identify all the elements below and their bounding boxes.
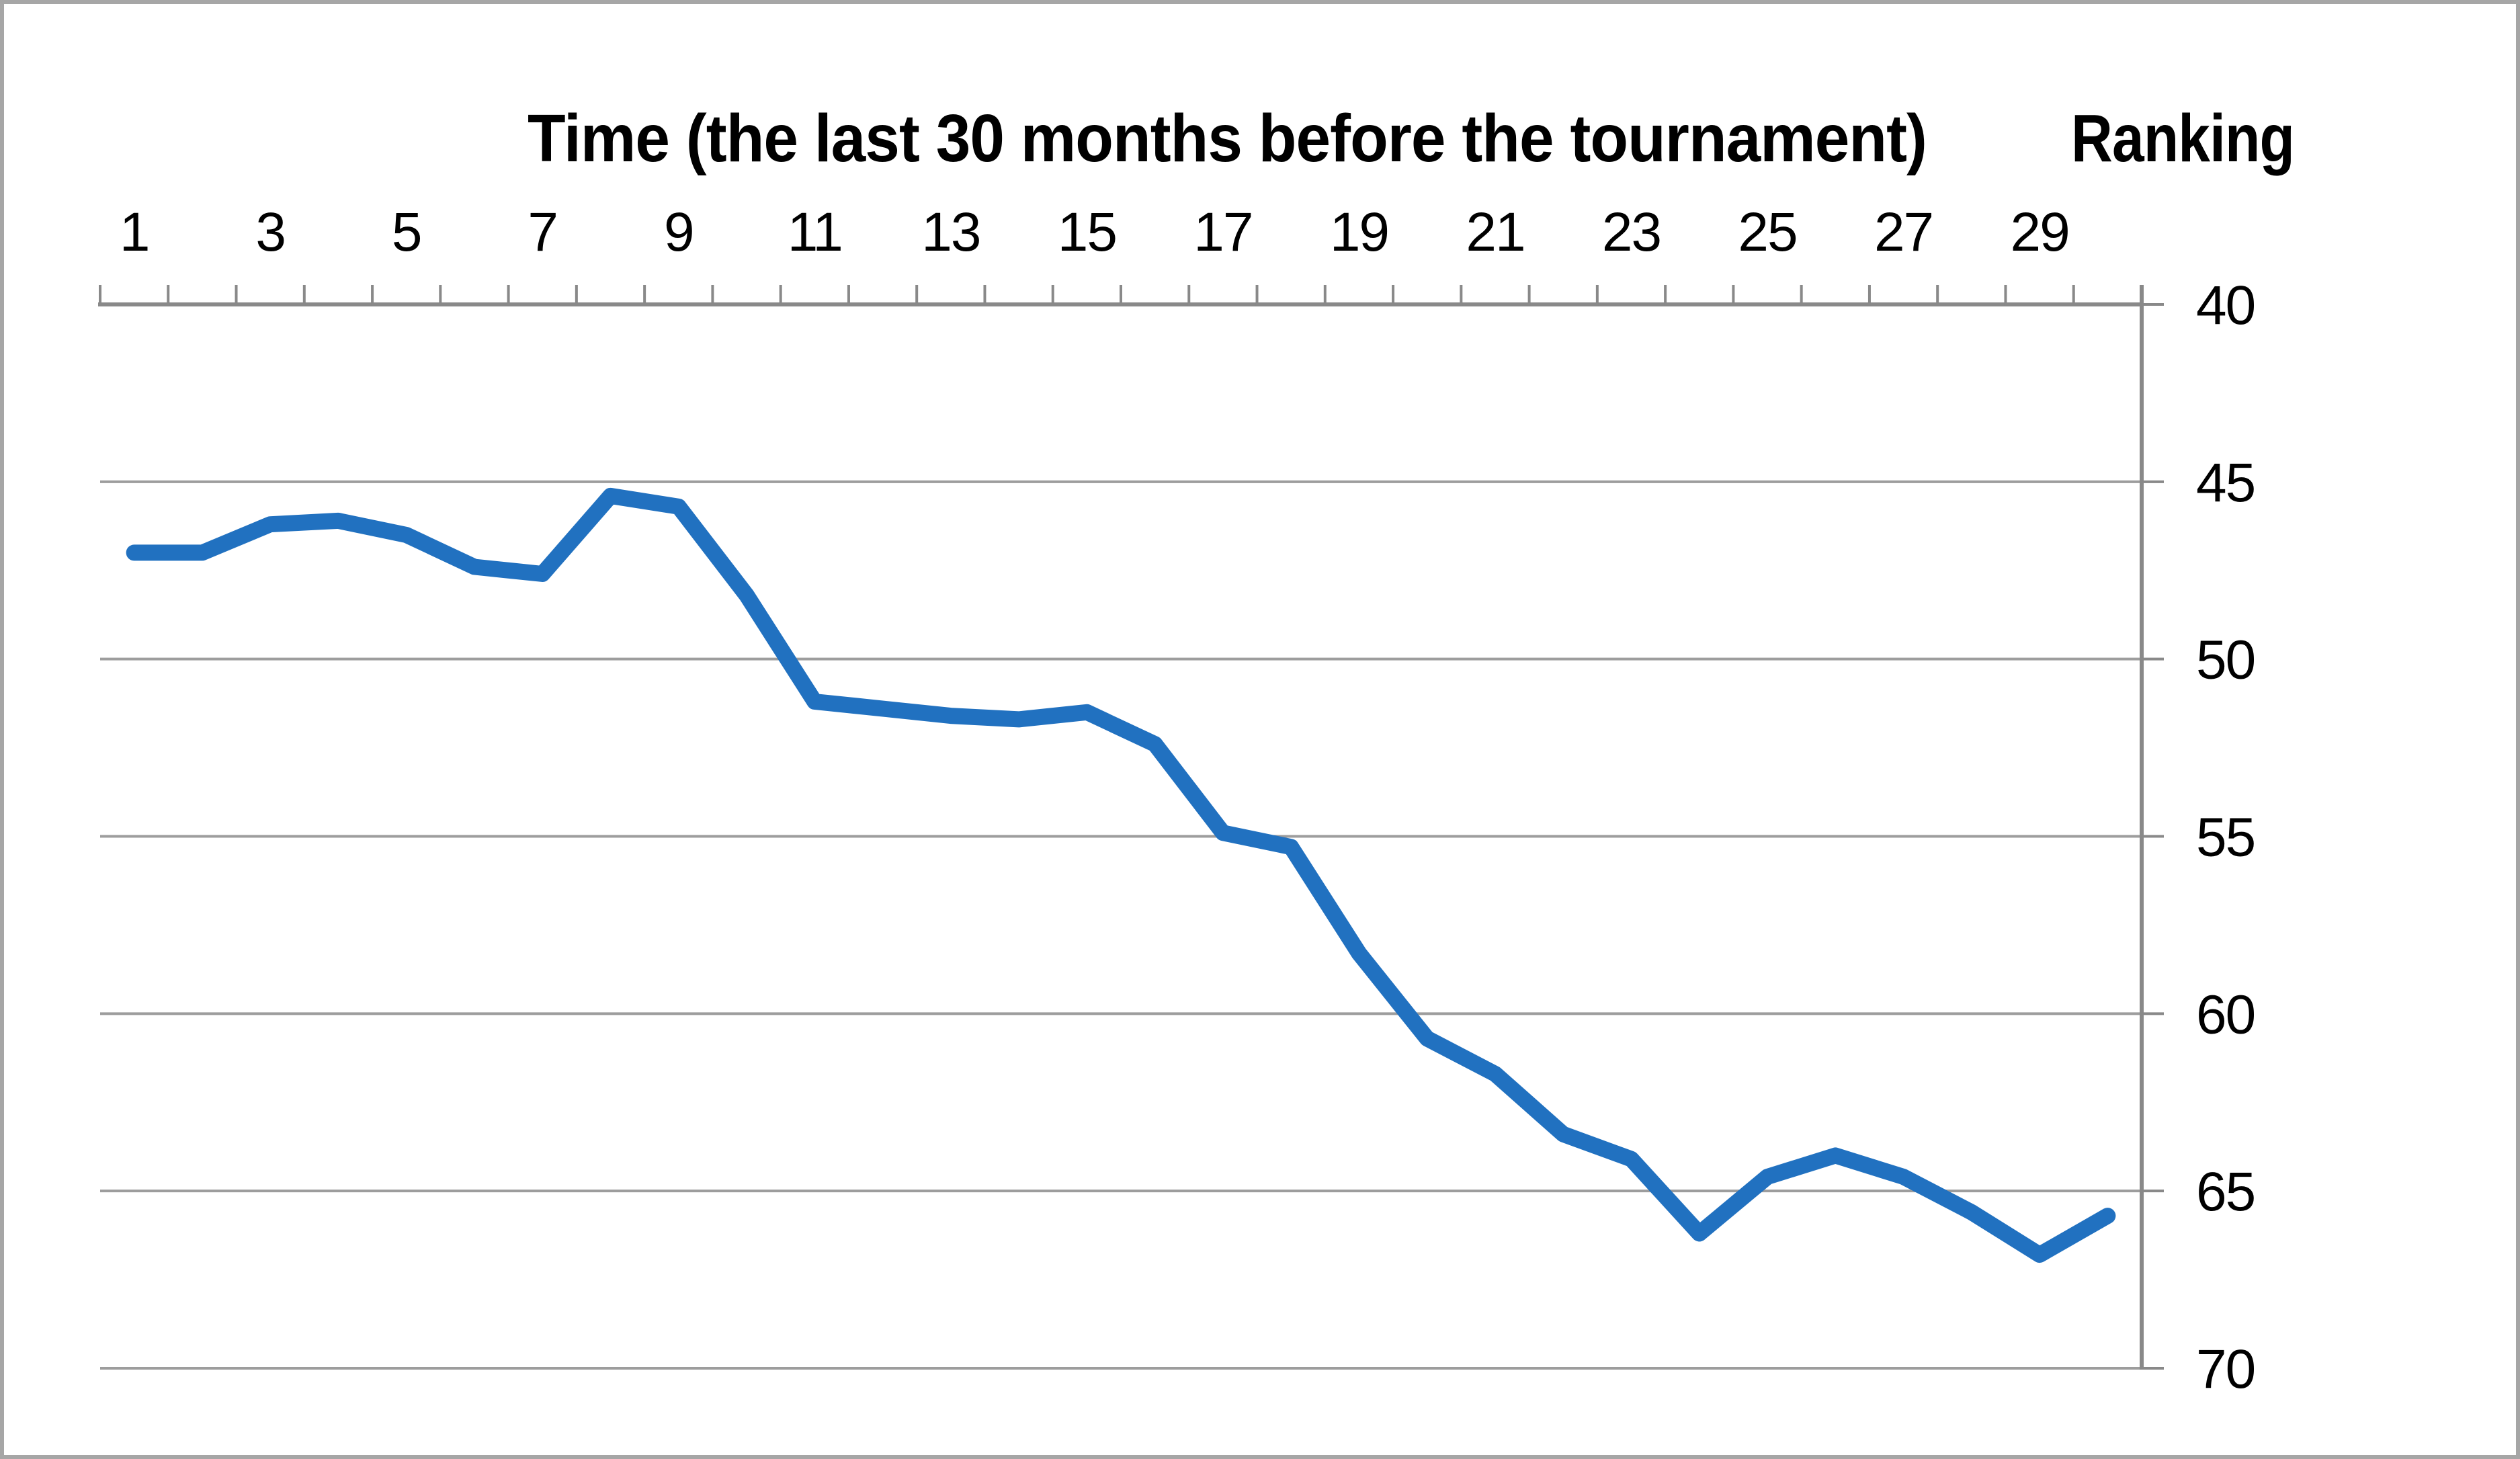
y-tick-label: 55 — [2196, 807, 2255, 868]
gridlines-layer — [100, 480, 2142, 1370]
x-tick-label: 5 — [392, 202, 421, 263]
x-tick-label: 25 — [1738, 202, 1796, 263]
y-tick-label: 45 — [2196, 452, 2255, 513]
x-tick-label: 15 — [1058, 202, 1116, 263]
x-tick-label: 7 — [528, 202, 557, 263]
x-tick-label: 11 — [788, 202, 842, 263]
x-tick-label: 29 — [2010, 202, 2068, 263]
y-tick-label: 70 — [2196, 1339, 2255, 1400]
ranking-axis-title: Ranking — [2071, 101, 2294, 176]
chart-title: Time (the last 30 months before the tour… — [528, 101, 1927, 176]
x-tick-label: 3 — [255, 202, 285, 263]
x-tick-label: 27 — [1874, 202, 1933, 263]
x-tick-label: 13 — [921, 202, 980, 263]
y-tick-label: 50 — [2196, 630, 2255, 691]
axes-layer — [98, 285, 2164, 1370]
series-layer — [126, 487, 2116, 1263]
x-tick-label: 17 — [1193, 202, 1252, 263]
x-tick-label: 1 — [120, 202, 149, 263]
x-tick-label: 23 — [1602, 202, 1661, 263]
x-tick-label: 19 — [1330, 202, 1388, 263]
y-tick-label: 40 — [2196, 275, 2255, 336]
y-tick-label: 60 — [2196, 984, 2255, 1045]
x-tick-label: 9 — [664, 202, 694, 263]
x-tick-label: 21 — [1466, 202, 1524, 263]
ranking-series-line — [126, 487, 2116, 1263]
y-tick-label: 65 — [2196, 1161, 2255, 1222]
